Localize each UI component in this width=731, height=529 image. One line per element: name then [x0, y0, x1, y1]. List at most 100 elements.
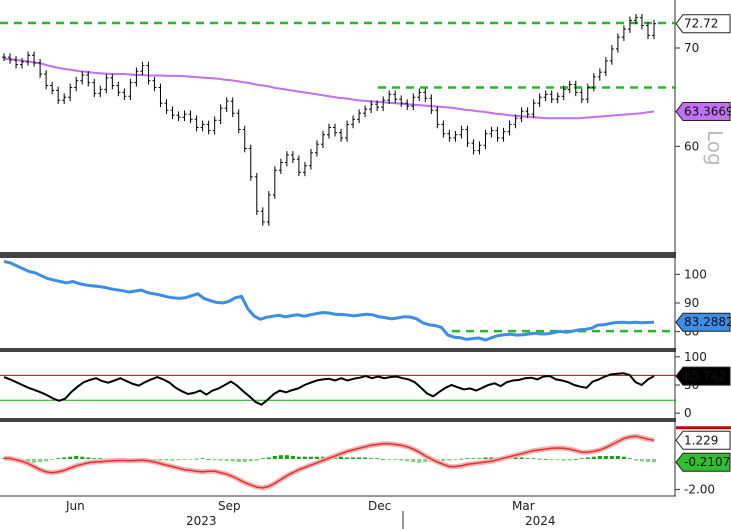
- ohlc-bar[interactable]: [38, 58, 43, 78]
- macd-histogram-bar[interactable]: [50, 459, 55, 460]
- macd-histogram-bar[interactable]: [477, 458, 482, 460]
- ohlc-bar[interactable]: [453, 130, 458, 142]
- ohlc-bar[interactable]: [471, 139, 476, 155]
- macd-histogram-bar[interactable]: [573, 459, 578, 460]
- ohlc-bar[interactable]: [393, 90, 398, 104]
- ohlc-bar[interactable]: [513, 114, 518, 129]
- ohlc-bar[interactable]: [591, 73, 596, 92]
- macd-histogram-bar[interactable]: [308, 456, 313, 459]
- macd-histogram-bar[interactable]: [345, 457, 350, 459]
- macd-histogram-bar[interactable]: [423, 459, 428, 463]
- macd-histogram-bar[interactable]: [417, 459, 422, 463]
- ohlc-bar[interactable]: [98, 85, 103, 98]
- macd-histogram-bar[interactable]: [555, 459, 560, 460]
- ohlc-bar[interactable]: [507, 120, 512, 136]
- ohlc-bar[interactable]: [369, 100, 374, 114]
- macd-histogram-bar[interactable]: [459, 458, 464, 460]
- macd-line[interactable]: [3, 435, 655, 489]
- macd-histogram-bar[interactable]: [369, 458, 374, 460]
- ohlc-bar[interactable]: [20, 58, 25, 69]
- macd-histogram-bar[interactable]: [525, 458, 530, 460]
- ohlc-bar[interactable]: [375, 100, 380, 112]
- macd-histogram-bar[interactable]: [80, 456, 85, 459]
- macd-histogram-bar[interactable]: [483, 457, 488, 459]
- macd-histogram-bar[interactable]: [585, 457, 590, 459]
- ohlc-bar[interactable]: [483, 129, 488, 150]
- ohlc-bar[interactable]: [441, 120, 446, 138]
- macd-histogram-bar[interactable]: [182, 459, 187, 460]
- ohlc-bar[interactable]: [212, 116, 217, 135]
- macd-histogram-bar[interactable]: [302, 456, 307, 459]
- ohlc-bar[interactable]: [531, 99, 536, 119]
- macd-histogram-bar[interactable]: [597, 455, 602, 459]
- macd-histogram-bar[interactable]: [537, 458, 542, 460]
- macd-histogram-bar[interactable]: [411, 459, 416, 463]
- ohlc-bar[interactable]: [339, 128, 344, 142]
- macd-histogram-bar[interactable]: [86, 457, 91, 459]
- macd-histogram-bar[interactable]: [652, 459, 656, 463]
- ohlc-bar[interactable]: [549, 90, 554, 104]
- macd-histogram-bar[interactable]: [32, 459, 37, 463]
- ohlc-bar[interactable]: [597, 68, 602, 81]
- macd-histogram-bar[interactable]: [260, 458, 265, 460]
- ohlc-bar[interactable]: [218, 104, 223, 125]
- ohlc-bar[interactable]: [206, 120, 211, 135]
- macd-histogram-bar[interactable]: [339, 456, 344, 459]
- ohlc-bar[interactable]: [224, 97, 229, 113]
- ohlc-bar[interactable]: [573, 80, 578, 97]
- ohlc-bar[interactable]: [423, 88, 428, 103]
- ohlc-bar[interactable]: [170, 106, 175, 120]
- macd-histogram-bar[interactable]: [218, 459, 223, 461]
- ohlc-bar[interactable]: [230, 97, 235, 118]
- macd-histogram-bar[interactable]: [579, 458, 584, 460]
- ohlc-bar[interactable]: [176, 111, 181, 122]
- macd-histogram-bar[interactable]: [230, 459, 235, 462]
- ohlc-bar[interactable]: [272, 166, 277, 199]
- ohlc-bar[interactable]: [296, 155, 301, 177]
- ohlc-bar[interactable]: [320, 130, 325, 149]
- macd-histogram-bar[interactable]: [567, 459, 572, 461]
- ohlc-bar[interactable]: [236, 109, 241, 134]
- ohlc-bar[interactable]: [26, 51, 31, 66]
- macd-histogram-bar[interactable]: [158, 459, 163, 461]
- ohlc-bar[interactable]: [639, 13, 644, 30]
- ohlc-bar[interactable]: [116, 81, 121, 97]
- macd-histogram-bar[interactable]: [405, 459, 410, 462]
- macd-histogram-bar[interactable]: [194, 458, 199, 460]
- ohlc-bar[interactable]: [158, 83, 163, 108]
- ohlc-bar[interactable]: [405, 99, 410, 111]
- ohlc-bar[interactable]: [351, 115, 356, 129]
- macd-histogram-bar[interactable]: [447, 459, 452, 461]
- ohlc-bar[interactable]: [609, 45, 614, 65]
- macd-histogram-bar[interactable]: [74, 455, 79, 459]
- panel-separator-2[interactable]: [0, 348, 676, 352]
- ohlc-bar[interactable]: [56, 86, 61, 105]
- macd-histogram-bar[interactable]: [170, 459, 175, 461]
- ohlc-bar[interactable]: [615, 33, 620, 53]
- macd-histogram-bar[interactable]: [531, 458, 536, 460]
- macd-histogram-bar[interactable]: [188, 459, 193, 460]
- macd-histogram-bar[interactable]: [56, 458, 61, 460]
- ohlc-bar[interactable]: [363, 105, 368, 118]
- ohlc-bar[interactable]: [86, 71, 91, 87]
- macd-histogram-bar[interactable]: [381, 459, 386, 460]
- macd-histogram-bar[interactable]: [278, 455, 283, 459]
- ohlc-bar[interactable]: [302, 161, 307, 177]
- ohlc-bar[interactable]: [194, 115, 199, 132]
- ohlc-bar[interactable]: [627, 16, 632, 33]
- ohlc-bar[interactable]: [519, 107, 524, 123]
- ohlc-bar[interactable]: [537, 93, 542, 108]
- macd-histogram-bar[interactable]: [513, 457, 518, 459]
- ohlc-bar[interactable]: [495, 126, 500, 142]
- macd-histogram-bar[interactable]: [314, 456, 319, 459]
- macd-histogram-bar[interactable]: [399, 459, 404, 461]
- ohlc-bar[interactable]: [417, 88, 422, 102]
- macd-histogram-bar[interactable]: [44, 459, 49, 462]
- ohlc-bar[interactable]: [248, 144, 253, 181]
- macd-histogram-bar[interactable]: [212, 459, 217, 461]
- ohlc-bar[interactable]: [146, 61, 151, 85]
- macd-histogram-bar[interactable]: [639, 459, 644, 462]
- macd-histogram-bar[interactable]: [290, 455, 295, 459]
- ohlc-bar[interactable]: [314, 140, 319, 157]
- ohlc-bar[interactable]: [555, 92, 560, 104]
